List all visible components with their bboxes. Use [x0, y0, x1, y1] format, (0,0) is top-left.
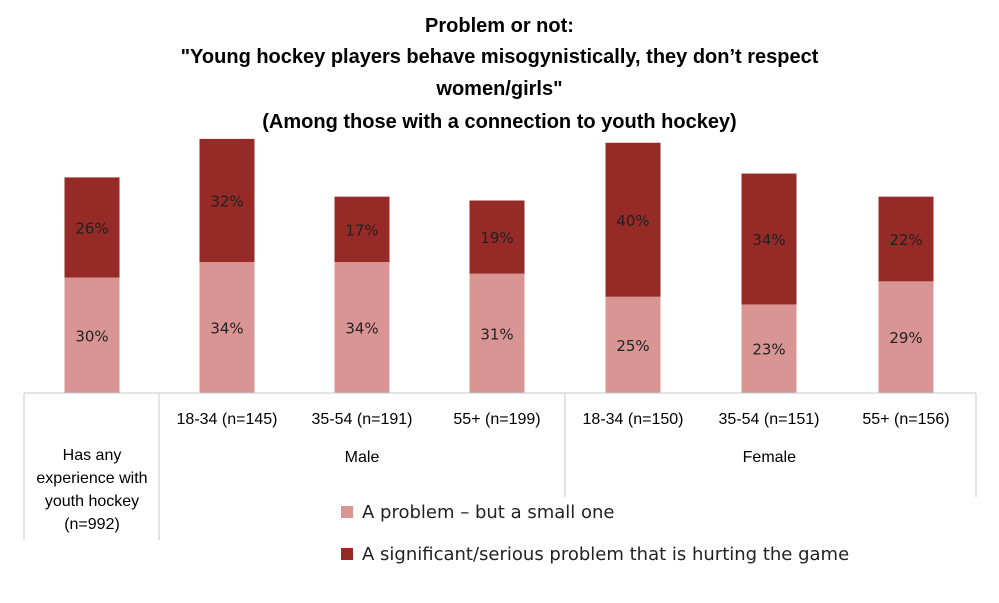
bar-serious-problem-3 [469, 200, 525, 274]
legend-swatch-small-problem [341, 506, 353, 518]
data-label-serious-problem-4: 40% [616, 212, 649, 230]
bar-small-problem-1 [199, 262, 255, 393]
data-label-serious-problem-6: 22% [889, 231, 922, 249]
bar-small-problem-4 [605, 296, 661, 393]
chart-title-line-1: Problem or not: [425, 15, 574, 37]
bar-small-problem-5 [741, 304, 797, 393]
data-label-small-problem-0: 30% [75, 327, 108, 345]
category-label-4: 18-34 (n=150) [583, 411, 684, 428]
category-label-overall-line-2: youth hockey [45, 493, 139, 510]
data-label-small-problem-3: 31% [480, 325, 513, 343]
data-label-serious-problem-2: 17% [345, 221, 378, 239]
category-label-overall-line-1: experience with [36, 470, 147, 487]
category-label-3: 55+ (n=199) [453, 411, 540, 428]
bar-small-problem-3 [469, 273, 525, 393]
bar-small-problem-6 [878, 281, 934, 393]
legend-swatch-serious-problem [341, 548, 353, 560]
group-label-female: Female [743, 449, 796, 466]
bar-serious-problem-2 [334, 196, 390, 263]
group-label-male: Male [345, 449, 380, 466]
data-label-serious-problem-5: 34% [752, 231, 785, 249]
bar-serious-problem-4 [605, 142, 661, 297]
data-label-serious-problem-1: 32% [210, 193, 243, 211]
bar-serious-problem-1 [199, 138, 255, 263]
data-label-serious-problem-0: 26% [75, 219, 108, 237]
data-label-small-problem-2: 34% [345, 320, 378, 338]
bar-serious-problem-5 [741, 173, 797, 305]
data-label-small-problem-6: 29% [889, 329, 922, 347]
legend-label-serious-problem: A significant/serious problem that is hu… [362, 544, 849, 565]
category-label-overall-line-3: (n=992) [64, 516, 120, 533]
bar-small-problem-2 [334, 262, 390, 393]
category-label-1: 18-34 (n=145) [177, 411, 278, 428]
legend-label-small-problem: A problem – but a small one [362, 502, 614, 523]
bar-small-problem-0 [64, 277, 120, 393]
data-label-small-problem-5: 23% [752, 341, 785, 359]
category-label-2: 35-54 (n=191) [312, 411, 413, 428]
category-label-5: 35-54 (n=151) [719, 411, 820, 428]
bar-serious-problem-0 [64, 177, 120, 278]
data-label-serious-problem-3: 19% [480, 229, 513, 247]
data-label-small-problem-4: 25% [616, 337, 649, 355]
chart-title-line-4: (Among those with a connection to youth … [262, 111, 737, 133]
category-label-overall-line-0: Has any [63, 447, 122, 464]
category-label-6: 55+ (n=156) [862, 411, 949, 428]
chart-title-line-3: women/girls" [436, 78, 563, 100]
bar-serious-problem-6 [878, 196, 934, 282]
chart-title-line-2: "Young hockey players behave misogynisti… [180, 46, 819, 68]
data-label-small-problem-1: 34% [210, 320, 243, 338]
